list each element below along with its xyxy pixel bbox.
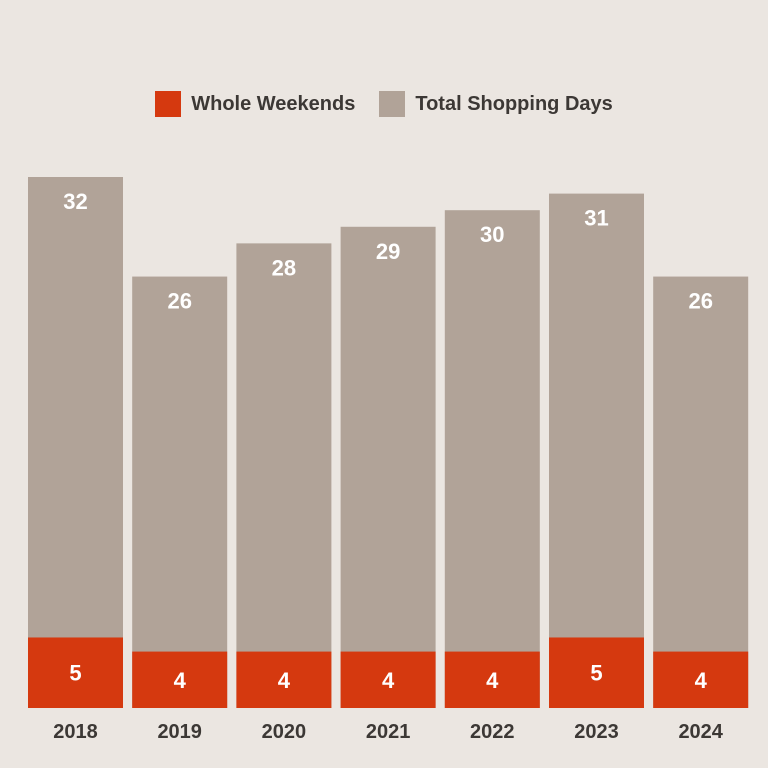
label-total-2023: 31 xyxy=(584,206,608,231)
label-weekends-2018: 5 xyxy=(69,661,81,686)
legend: Whole Weekends Total Shopping Days xyxy=(0,91,768,117)
bar-weekends-2024 xyxy=(653,651,749,708)
bar-total-2023 xyxy=(549,193,644,708)
bar-weekends-2020 xyxy=(236,651,332,708)
label-total-2021: 29 xyxy=(376,239,400,264)
bar-weekends-2018 xyxy=(28,637,123,708)
bar-total-2020 xyxy=(236,243,332,708)
label-weekends-2019: 4 xyxy=(174,668,187,693)
bar-total-2021 xyxy=(340,226,436,708)
label-total-2019: 26 xyxy=(167,289,191,314)
label-weekends-2020: 4 xyxy=(278,668,291,693)
label-weekends-2023: 5 xyxy=(590,661,602,686)
label-total-2018: 32 xyxy=(63,189,87,214)
x-tick-2022: 2022 xyxy=(470,721,515,743)
bar-total-2018 xyxy=(28,177,123,708)
bar-weekends-2023 xyxy=(549,637,644,708)
bar-weekends-2019 xyxy=(132,651,228,708)
bar-total-2022 xyxy=(444,210,540,708)
bar-weekends-2022 xyxy=(444,651,540,708)
x-tick-2021: 2021 xyxy=(366,721,411,743)
label-total-2024: 26 xyxy=(688,289,712,314)
x-tick-2018: 2018 xyxy=(53,721,98,743)
x-tick-2019: 2019 xyxy=(157,721,202,743)
bar-total-2019 xyxy=(132,276,228,708)
x-tick-2024: 2024 xyxy=(678,721,723,743)
legend-swatch-total-shopping-days xyxy=(379,91,406,117)
legend-item-total-shopping-days: Total Shopping Days xyxy=(379,91,613,117)
label-total-2022: 30 xyxy=(480,222,504,247)
legend-label-total-shopping-days: Total Shopping Days xyxy=(415,92,613,115)
label-weekends-2024: 4 xyxy=(695,668,708,693)
legend-item-whole-weekends: Whole Weekends xyxy=(155,91,355,117)
x-tick-2023: 2023 xyxy=(574,721,619,743)
label-total-2020: 28 xyxy=(272,255,296,280)
legend-label-whole-weekends: Whole Weekends xyxy=(191,92,356,115)
label-weekends-2022: 4 xyxy=(486,668,499,693)
label-weekends-2021: 4 xyxy=(382,668,395,693)
legend-swatch-whole-weekends xyxy=(155,91,182,117)
bar-total-2024 xyxy=(653,276,749,708)
x-tick-2020: 2020 xyxy=(262,721,307,743)
bar-weekends-2021 xyxy=(340,651,436,708)
